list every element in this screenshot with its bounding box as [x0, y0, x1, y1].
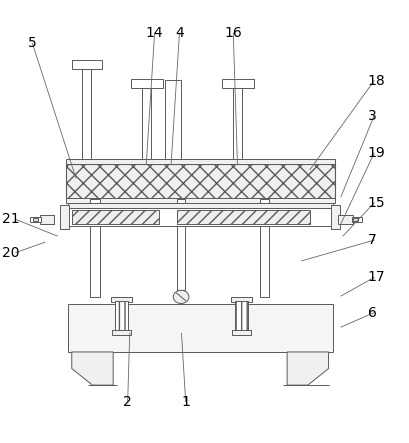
Bar [40, 215, 54, 225]
Text: 14: 14 [146, 26, 163, 40]
Bar [352, 218, 357, 221]
Bar [130, 79, 162, 88]
Bar [65, 163, 334, 199]
Text: 17: 17 [367, 270, 384, 284]
Bar [60, 205, 69, 229]
Bar [177, 199, 184, 203]
Bar [235, 301, 247, 331]
Polygon shape [72, 352, 113, 385]
Bar [260, 225, 269, 297]
Bar [260, 199, 269, 203]
Text: 6: 6 [367, 306, 376, 319]
Bar [33, 218, 38, 221]
Text: 4: 4 [175, 26, 183, 40]
Bar [177, 225, 184, 290]
Polygon shape [286, 352, 328, 385]
Bar [142, 88, 151, 159]
Bar [221, 79, 253, 88]
Bar [90, 199, 99, 203]
Text: 18: 18 [367, 74, 385, 88]
Text: 7: 7 [367, 233, 376, 247]
Bar [72, 210, 158, 224]
Bar [65, 198, 334, 203]
Text: 21: 21 [2, 213, 20, 226]
Text: 15: 15 [367, 196, 384, 210]
Bar [30, 217, 40, 222]
Bar [67, 208, 332, 225]
Text: 19: 19 [367, 146, 385, 160]
Bar [72, 60, 101, 70]
Bar [67, 203, 332, 208]
Bar [65, 159, 334, 163]
Text: 3: 3 [367, 109, 376, 123]
Ellipse shape [173, 290, 189, 303]
Bar [90, 225, 99, 297]
Bar [112, 330, 130, 335]
Text: 2: 2 [123, 395, 132, 408]
Bar [115, 301, 127, 331]
Text: 1: 1 [181, 395, 190, 408]
Bar [233, 88, 242, 159]
Bar [337, 215, 352, 225]
Bar [330, 205, 339, 229]
Text: 20: 20 [2, 245, 20, 260]
Text: 16: 16 [224, 26, 242, 40]
Bar [232, 330, 250, 335]
Bar [67, 304, 332, 352]
Bar [351, 217, 361, 222]
Bar [82, 70, 91, 159]
Bar [164, 80, 180, 159]
Bar [231, 297, 251, 302]
Bar [111, 297, 131, 302]
Text: 5: 5 [28, 36, 36, 51]
Bar [177, 210, 309, 224]
